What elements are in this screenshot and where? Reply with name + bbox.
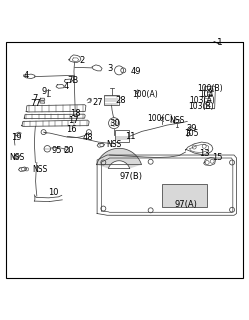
Text: 9: 9 bbox=[41, 87, 46, 96]
Text: 97(A): 97(A) bbox=[174, 200, 197, 209]
Text: 48: 48 bbox=[82, 133, 93, 142]
Text: 104: 104 bbox=[199, 90, 214, 99]
Text: 105: 105 bbox=[184, 129, 199, 138]
Text: 49: 49 bbox=[131, 67, 141, 76]
Text: 17: 17 bbox=[68, 116, 79, 125]
Bar bbox=[115, 130, 129, 142]
Text: NSS: NSS bbox=[32, 165, 48, 174]
Text: 97(B): 97(B) bbox=[119, 172, 142, 181]
Text: 2: 2 bbox=[80, 56, 85, 65]
Text: 103(B): 103(B) bbox=[188, 102, 214, 111]
Text: 100(A): 100(A) bbox=[132, 90, 158, 99]
Text: 29: 29 bbox=[187, 124, 197, 133]
Text: 4: 4 bbox=[24, 71, 29, 80]
Text: NSS: NSS bbox=[169, 116, 185, 125]
Text: 7: 7 bbox=[32, 94, 38, 103]
Text: NSS: NSS bbox=[9, 153, 25, 162]
Text: 3: 3 bbox=[107, 64, 113, 73]
Text: 15: 15 bbox=[212, 153, 222, 162]
Text: 16: 16 bbox=[66, 125, 77, 134]
Text: 28: 28 bbox=[116, 97, 126, 106]
Text: 18: 18 bbox=[70, 109, 80, 118]
Bar bbox=[162, 184, 207, 207]
Text: 7B: 7B bbox=[67, 76, 78, 85]
Polygon shape bbox=[97, 148, 141, 169]
Text: 13: 13 bbox=[199, 148, 210, 157]
Text: 100(B): 100(B) bbox=[197, 84, 222, 93]
Text: 95: 95 bbox=[51, 146, 62, 155]
Text: 30: 30 bbox=[109, 119, 120, 128]
Text: 27: 27 bbox=[92, 98, 103, 107]
Text: 20: 20 bbox=[63, 146, 74, 155]
Text: 103(A): 103(A) bbox=[189, 97, 215, 106]
Text: 11: 11 bbox=[125, 132, 135, 141]
Text: 77: 77 bbox=[30, 99, 41, 108]
Text: 4: 4 bbox=[63, 82, 69, 91]
Text: 10: 10 bbox=[49, 188, 59, 197]
Text: 1: 1 bbox=[217, 38, 222, 47]
Text: 100(C): 100(C) bbox=[147, 114, 173, 123]
Text: NSS: NSS bbox=[106, 140, 121, 149]
Text: 19: 19 bbox=[11, 133, 22, 142]
